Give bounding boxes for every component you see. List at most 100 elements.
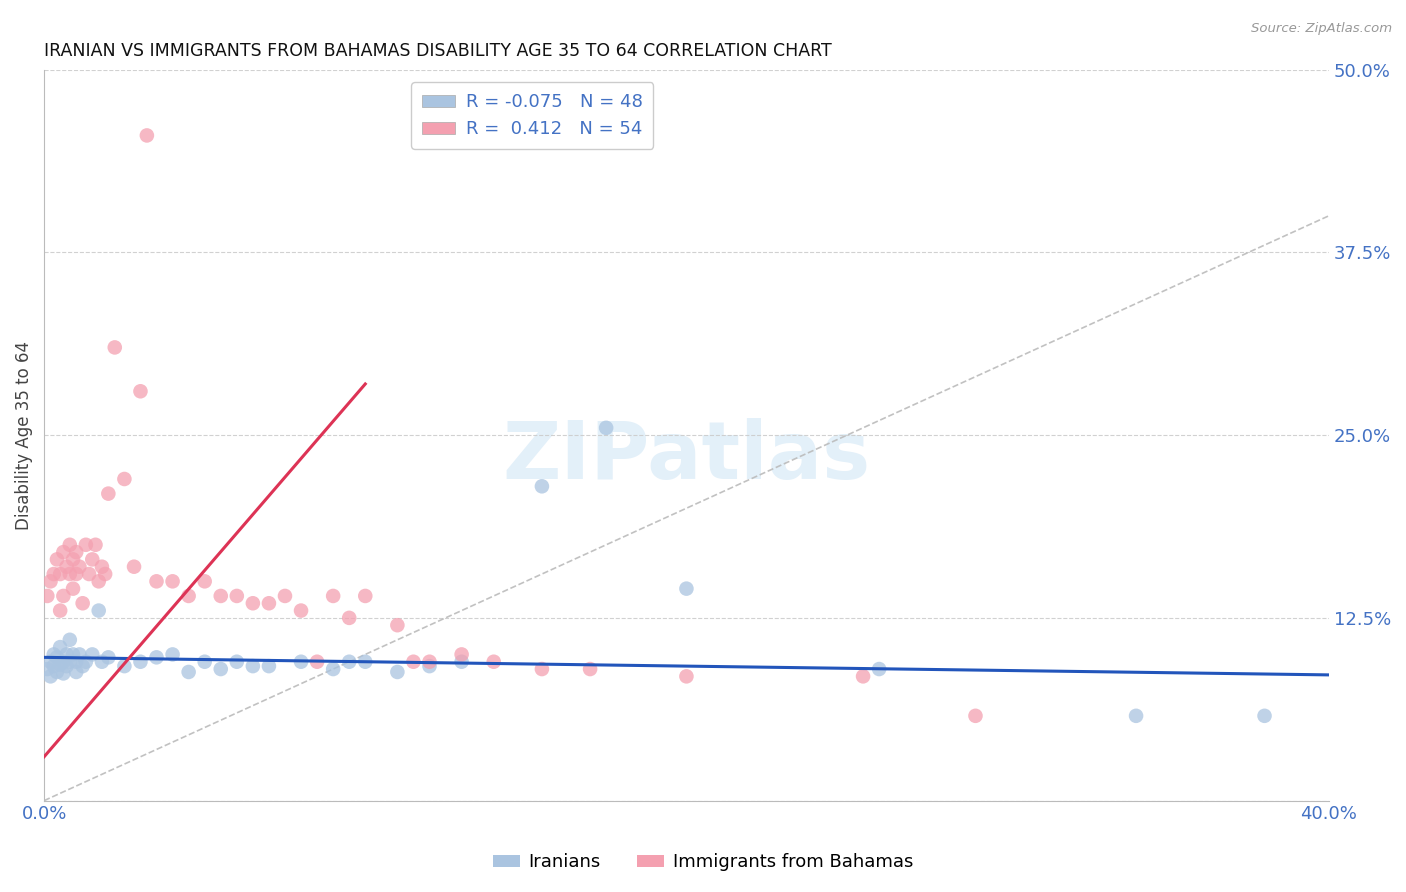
- Point: [62, 648, 84, 662]
- Point: [55, 648, 77, 662]
- Point: [129, 384, 152, 399]
- Text: ZIPatlas: ZIPatlas: [502, 418, 870, 496]
- Point: [46, 552, 69, 566]
- Point: [135, 128, 157, 143]
- Point: [145, 574, 167, 589]
- Point: [84, 538, 107, 552]
- Point: [65, 665, 87, 679]
- Point: [94, 567, 117, 582]
- Point: [72, 596, 94, 610]
- Point: [49, 640, 72, 654]
- Point: [46, 650, 69, 665]
- Point: [579, 662, 602, 676]
- Legend: R = -0.075   N = 48, R =  0.412   N = 54: R = -0.075 N = 48, R = 0.412 N = 54: [412, 82, 654, 149]
- Point: [675, 669, 697, 683]
- Point: [852, 669, 875, 683]
- Point: [49, 603, 72, 617]
- Legend: Iranians, Immigrants from Bahamas: Iranians, Immigrants from Bahamas: [485, 847, 921, 879]
- Point: [257, 596, 280, 610]
- Point: [337, 655, 360, 669]
- Point: [209, 589, 232, 603]
- Point: [194, 655, 217, 669]
- Point: [322, 662, 344, 676]
- Point: [242, 659, 264, 673]
- Point: [530, 662, 553, 676]
- Point: [450, 648, 472, 662]
- Point: [242, 596, 264, 610]
- Point: [87, 603, 110, 617]
- Point: [402, 655, 425, 669]
- Point: [39, 574, 62, 589]
- Point: [59, 567, 82, 582]
- Point: [97, 486, 120, 500]
- Point: [52, 589, 75, 603]
- Point: [177, 589, 200, 603]
- Text: IRANIAN VS IMMIGRANTS FROM BAHAMAS DISABILITY AGE 35 TO 64 CORRELATION CHART: IRANIAN VS IMMIGRANTS FROM BAHAMAS DISAB…: [44, 42, 832, 60]
- Y-axis label: Disability Age 35 to 64: Disability Age 35 to 64: [15, 341, 32, 530]
- Point: [387, 665, 409, 679]
- Point: [162, 574, 184, 589]
- Point: [418, 655, 440, 669]
- Point: [112, 472, 135, 486]
- Point: [87, 574, 110, 589]
- Point: [62, 582, 84, 596]
- Point: [42, 648, 65, 662]
- Point: [52, 666, 75, 681]
- Point: [62, 552, 84, 566]
- Point: [42, 659, 65, 673]
- Point: [97, 650, 120, 665]
- Point: [82, 552, 104, 566]
- Point: [42, 567, 65, 582]
- Point: [90, 655, 112, 669]
- Point: [37, 589, 59, 603]
- Text: Source: ZipAtlas.com: Source: ZipAtlas.com: [1251, 22, 1392, 36]
- Point: [52, 545, 75, 559]
- Point: [530, 479, 553, 493]
- Point: [129, 655, 152, 669]
- Point: [209, 662, 232, 676]
- Point: [595, 421, 617, 435]
- Point: [307, 655, 329, 669]
- Point: [55, 659, 77, 673]
- Point: [177, 665, 200, 679]
- Point: [65, 567, 87, 582]
- Point: [37, 662, 59, 676]
- Point: [77, 567, 100, 582]
- Point: [450, 655, 472, 669]
- Point: [868, 662, 890, 676]
- Point: [49, 657, 72, 672]
- Point: [290, 603, 312, 617]
- Point: [274, 589, 297, 603]
- Point: [46, 665, 69, 679]
- Point: [322, 589, 344, 603]
- Point: [52, 655, 75, 669]
- Point: [69, 559, 91, 574]
- Point: [194, 574, 217, 589]
- Point: [39, 655, 62, 669]
- Point: [104, 340, 127, 354]
- Point: [59, 538, 82, 552]
- Point: [162, 648, 184, 662]
- Point: [122, 559, 145, 574]
- Point: [49, 567, 72, 582]
- Point: [59, 632, 82, 647]
- Point: [75, 655, 97, 669]
- Point: [354, 589, 377, 603]
- Point: [337, 611, 360, 625]
- Point: [65, 655, 87, 669]
- Point: [145, 650, 167, 665]
- Point: [290, 655, 312, 669]
- Point: [39, 669, 62, 683]
- Point: [387, 618, 409, 632]
- Point: [257, 659, 280, 673]
- Point: [82, 648, 104, 662]
- Point: [225, 655, 247, 669]
- Point: [1125, 708, 1147, 723]
- Point: [112, 659, 135, 673]
- Point: [69, 648, 91, 662]
- Point: [1253, 708, 1275, 723]
- Point: [354, 655, 377, 669]
- Point: [72, 659, 94, 673]
- Point: [482, 655, 505, 669]
- Point: [225, 589, 247, 603]
